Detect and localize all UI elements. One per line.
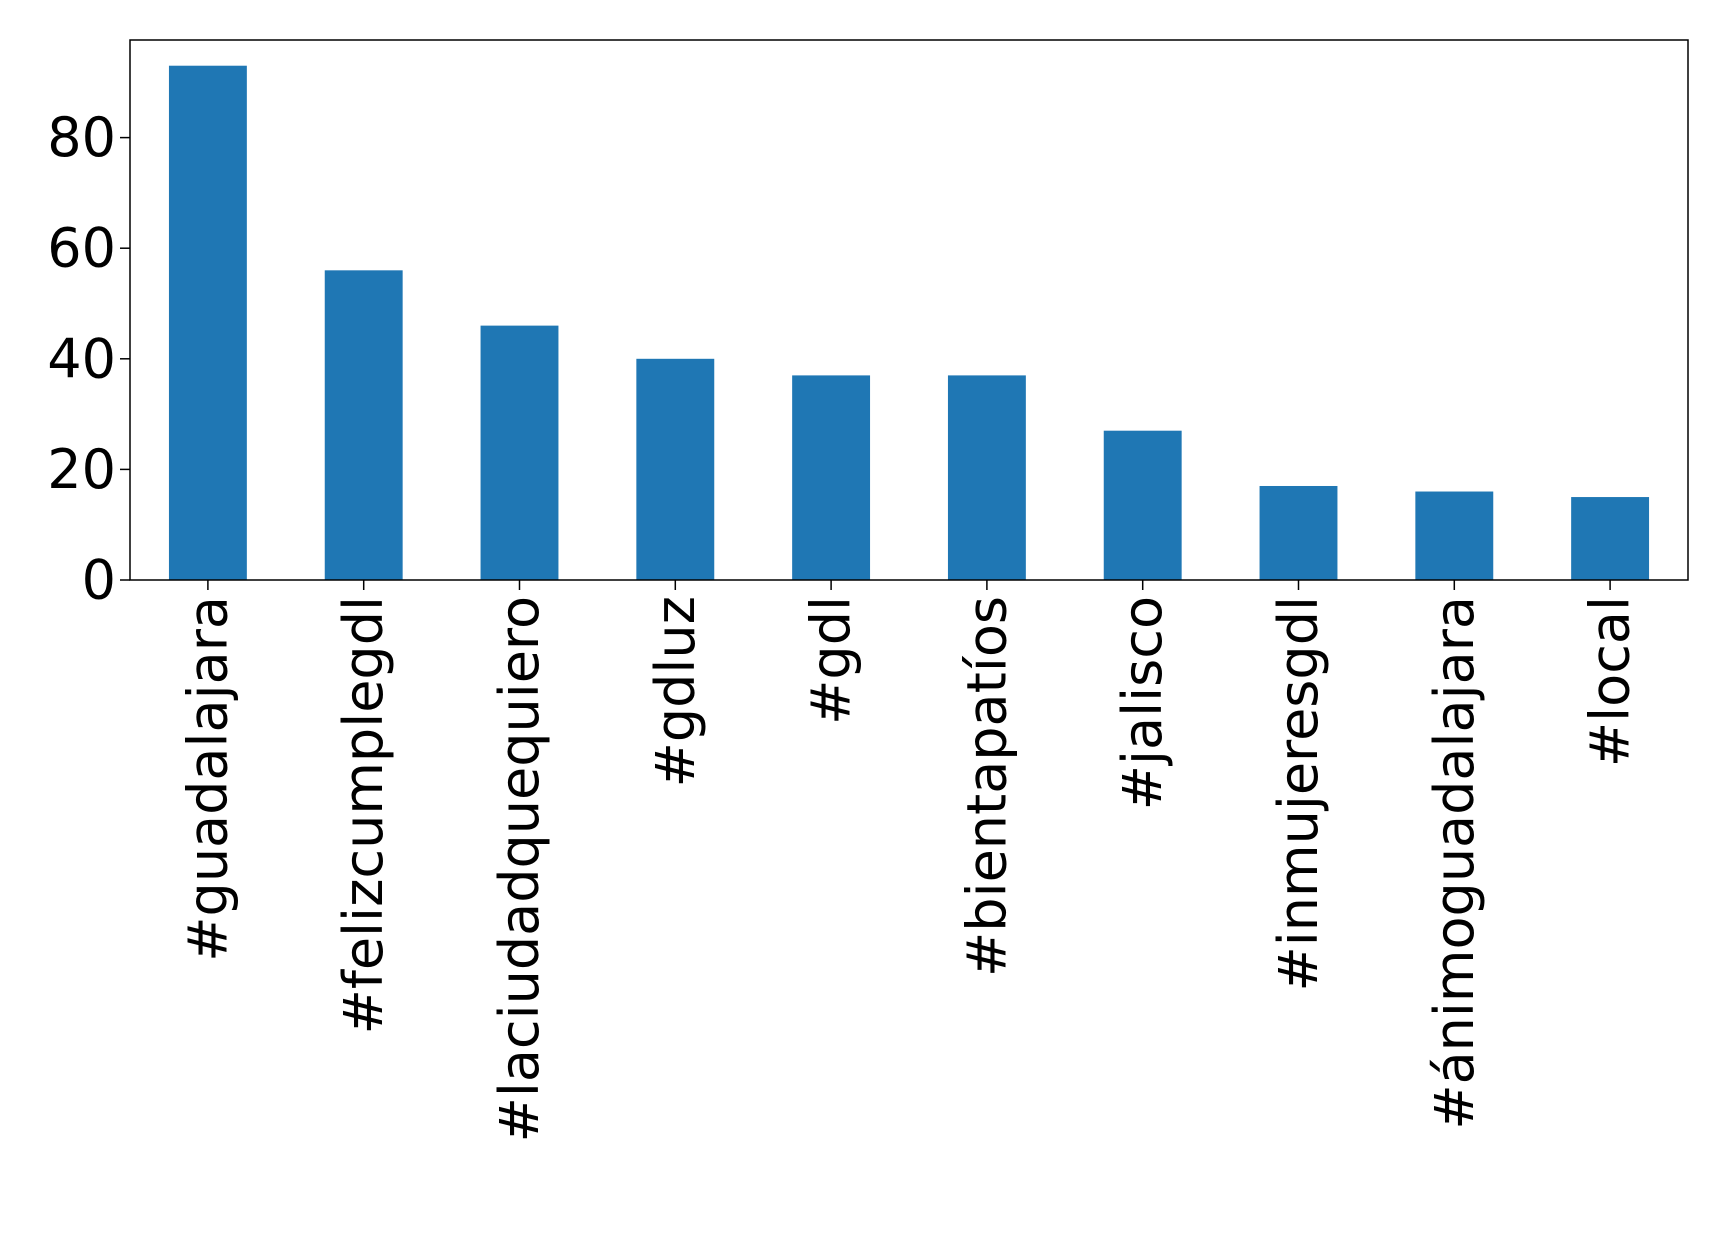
- x-tick-label: #guadalajara: [176, 596, 239, 962]
- y-axis: 0 20 40 60 80: [47, 106, 130, 612]
- bar: [324, 270, 403, 580]
- bar: [947, 375, 1026, 580]
- bar: [1259, 485, 1338, 580]
- bar: [792, 375, 871, 580]
- x-tick-label: #jalisco: [1111, 596, 1174, 810]
- bar: [636, 358, 715, 580]
- x-tick-label: #gdl: [800, 596, 863, 725]
- x-tick-label: #gdluz: [644, 596, 707, 787]
- y-tick-label: 80: [47, 106, 116, 169]
- x-tick-label: #bientapatíos: [955, 596, 1018, 977]
- x-tick-label: #ánimoguadalajara: [1423, 596, 1486, 1130]
- bars-group: [168, 65, 1650, 580]
- y-tick-label: 0: [82, 549, 116, 612]
- bar: [168, 65, 247, 580]
- y-tick-label: 40: [47, 327, 116, 390]
- bar: [1571, 497, 1650, 580]
- x-tick-label: #inmujeresgdl: [1267, 596, 1330, 991]
- bar: [1103, 430, 1182, 580]
- y-tick-label: 20: [47, 438, 116, 501]
- y-tick-label: 60: [47, 217, 116, 280]
- x-tick-label: #laciudadquequiero: [488, 596, 551, 1142]
- x-tick-label: #felizcumplegdl: [332, 596, 395, 1034]
- x-tick-label: #local: [1579, 596, 1642, 767]
- plot-frame: [129, 39, 1689, 581]
- bar: [1415, 491, 1494, 580]
- x-axis: #guadalajara #felizcumplegdl #laciudadqueq…: [176, 580, 1642, 1142]
- bar: [480, 325, 559, 580]
